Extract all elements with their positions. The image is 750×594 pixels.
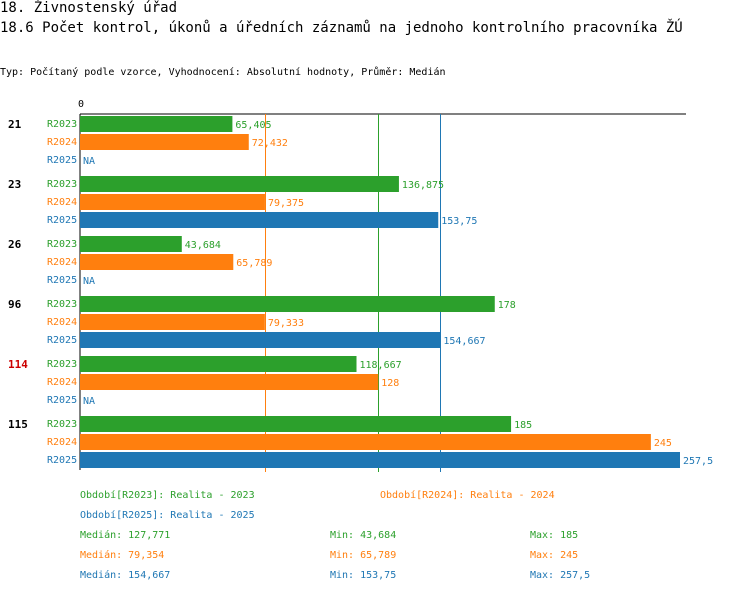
- value-label: 65,789: [236, 258, 272, 269]
- value-label: 178: [498, 300, 516, 311]
- value-label: NA: [83, 276, 95, 287]
- category-label: 21: [8, 118, 22, 131]
- legend-period-r2024: Období[R2024]: Realita - 2024: [380, 490, 555, 501]
- bar-r2024: [80, 254, 234, 270]
- value-label: 245: [654, 438, 672, 449]
- stat-max-r2024: Max: 245: [530, 550, 579, 561]
- series-label: R2023: [47, 119, 77, 130]
- stat-min-r2025: Min: 153,75: [330, 570, 397, 581]
- bar-r2024: [80, 314, 265, 330]
- bar-r2023: [80, 416, 512, 432]
- axis-zero-label: 0: [78, 99, 84, 110]
- bar-r2023: [80, 116, 233, 132]
- value-label: NA: [83, 156, 95, 167]
- value-label: 154,667: [443, 336, 485, 347]
- value-label: 65,405: [235, 120, 271, 131]
- bar-r2024: [80, 194, 265, 210]
- value-label: 185: [514, 420, 532, 431]
- value-label: 128: [381, 378, 399, 389]
- category-label: 115: [8, 418, 28, 431]
- series-label: R2023: [47, 299, 77, 310]
- value-label: 118,667: [360, 360, 402, 371]
- bar-r2024: [80, 374, 379, 390]
- bar-r2023: [80, 296, 495, 312]
- series-label: R2025: [47, 155, 77, 166]
- value-label: 72,432: [252, 138, 288, 149]
- legend-period-r2025: Období[R2025]: Realita - 2025: [80, 510, 255, 521]
- stat-median-r2025: Medián: 154,667: [80, 570, 171, 581]
- bar-r2023: [80, 176, 399, 192]
- value-label: 257,5: [683, 456, 713, 467]
- category-label: 26: [8, 238, 22, 251]
- stat-max-r2025: Max: 257,5: [530, 570, 591, 581]
- bar-r2025: [80, 332, 441, 348]
- bar-r2025: [80, 212, 439, 228]
- series-label: R2024: [47, 437, 77, 448]
- stat-max-r2023: Max: 185: [530, 530, 579, 541]
- series-label: R2024: [47, 317, 77, 328]
- chart-subtitle: Typ: Počítaný podle vzorce, Vyhodnocení:…: [0, 67, 446, 78]
- value-label: 153,75: [441, 216, 477, 227]
- legend-period-r2023: Období[R2023]: Realita - 2023: [80, 490, 255, 501]
- series-label: R2025: [47, 455, 77, 466]
- value-label: NA: [83, 396, 95, 407]
- series-label: R2023: [47, 419, 77, 430]
- category-label: 23: [8, 178, 21, 191]
- series-label: R2023: [47, 359, 77, 370]
- series-label: R2024: [47, 197, 77, 208]
- series-label: R2025: [47, 275, 77, 286]
- series-label: R2024: [47, 377, 77, 388]
- stat-min-r2023: Min: 43,684: [330, 530, 397, 541]
- stat-median-r2024: Medián: 79,354: [80, 550, 165, 561]
- chart-title: 18.6 Počet kontrol, úkonů a úředních záz…: [0, 20, 683, 36]
- value-label: 43,684: [185, 240, 221, 251]
- series-label: R2025: [47, 335, 77, 346]
- bar-r2024: [80, 434, 651, 450]
- series-label: R2025: [47, 395, 77, 406]
- chart-group-title: 18. Živnostenský úřad: [0, 0, 178, 16]
- value-label: 136,875: [402, 180, 444, 191]
- bar-r2023: [80, 356, 357, 372]
- bar-r2025: [80, 452, 680, 468]
- bar-chart: 0 21 R2023 65,405 R2024 72,432 R2025 NA 23 R2023 1…: [8, 99, 713, 472]
- series-label: R2024: [47, 137, 77, 148]
- value-label: 79,375: [268, 198, 304, 209]
- series-label: R2025: [47, 215, 77, 226]
- series-label: R2024: [47, 257, 77, 268]
- stat-min-r2024: Min: 65,789: [330, 550, 397, 561]
- series-label: R2023: [47, 239, 77, 250]
- category-label: 96: [8, 298, 22, 311]
- series-label: R2023: [47, 179, 77, 190]
- bar-r2023: [80, 236, 182, 252]
- stat-median-r2023: Medián: 127,771: [80, 530, 171, 541]
- bar-r2024: [80, 134, 249, 150]
- value-label: 79,333: [268, 318, 304, 329]
- category-label: 114: [8, 358, 28, 371]
